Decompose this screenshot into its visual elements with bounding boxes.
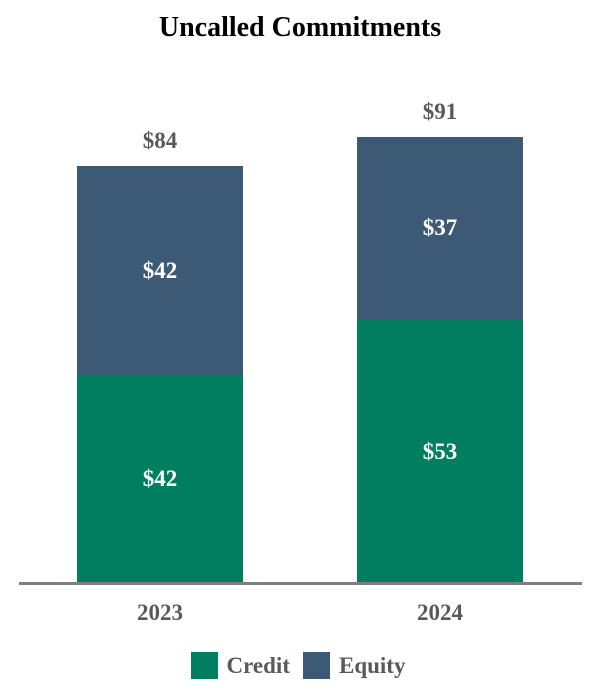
bar-segment-credit-2024: $53: [357, 320, 523, 583]
segment-value-label: $53: [422, 438, 458, 464]
legend-label-equity: Equity: [338, 652, 406, 678]
x-axis-label-2024: 2024: [417, 600, 463, 625]
legend-swatch-equity: [302, 652, 330, 679]
legend: Credit Equity: [0, 652, 600, 679]
x-axis-label-2023: 2023: [137, 600, 183, 625]
segment-value-label: $42: [142, 465, 178, 491]
legend-swatch-credit: [190, 652, 218, 679]
x-axis-line: [19, 582, 582, 585]
bar-segment-equity-2024: $37: [357, 136, 523, 321]
legend-label-credit: Credit: [226, 652, 290, 678]
segment-value-label: $42: [142, 257, 178, 283]
total-label-2023: $84: [142, 128, 178, 154]
total-label-2024: $91: [422, 98, 458, 124]
chart-title: Uncalled Commitments: [158, 12, 442, 43]
segment-value-label: $37: [422, 215, 458, 241]
bar-segment-equity-2023: $42: [77, 166, 243, 375]
bar-2024: $37 $53: [357, 136, 523, 583]
bar-2023: $42 $42: [77, 166, 243, 583]
bar-segment-credit-2023: $42: [77, 374, 243, 583]
